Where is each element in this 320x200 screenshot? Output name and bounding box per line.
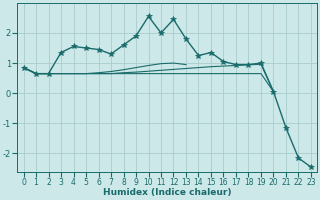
X-axis label: Humidex (Indice chaleur): Humidex (Indice chaleur) [103,188,231,197]
